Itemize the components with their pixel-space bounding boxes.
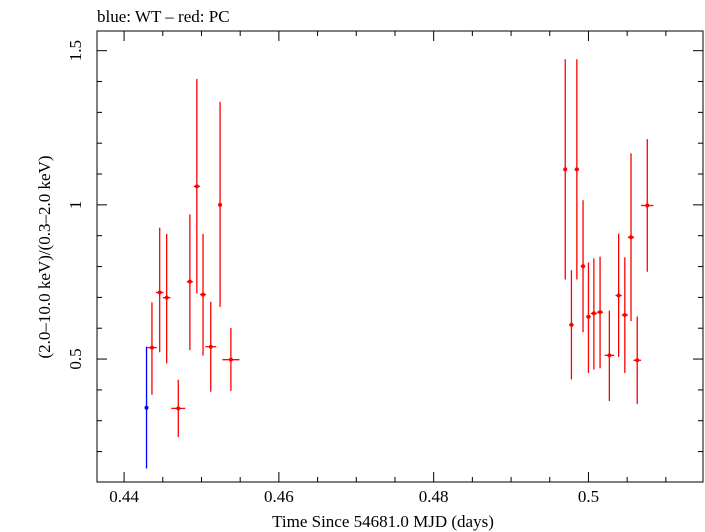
data-point [627,153,635,322]
data-point [586,262,591,373]
data-point [199,233,207,356]
data-point [218,101,223,307]
point-marker [635,358,640,363]
point-marker [598,310,603,315]
data-point [186,214,193,351]
point-marker [176,406,181,411]
plot-frame [96,30,704,483]
data-point [604,310,614,401]
point-marker [645,203,650,208]
data-point [621,257,628,373]
point-marker [616,293,621,298]
data-point [193,79,200,294]
point-marker [187,279,192,284]
data-point [569,270,574,380]
point-marker [228,357,233,362]
point-marker [201,292,206,297]
chart-title: blue: WT – red: PC [97,7,230,26]
data-point [563,59,568,280]
data-point [596,256,604,369]
data-point [155,227,164,353]
data-point [641,139,654,272]
series-wt [144,346,149,469]
series-pc [147,59,654,438]
data-point [615,233,622,357]
point-marker [208,344,213,349]
y-tick-label: 1.5 [66,40,85,61]
data-point [147,302,157,395]
data-point [580,200,586,333]
data-point [205,301,217,392]
data-point [574,59,580,280]
point-marker [569,322,574,327]
point-marker [607,353,612,358]
data-point [590,258,597,370]
y-axis-label: (2.0–10.0 keV)/(0.3–2.0 keV) [35,155,54,358]
data-point [222,327,240,391]
data-point [144,346,149,469]
point-marker [144,405,149,410]
point-marker [149,345,154,350]
data-point [633,316,642,405]
point-marker [194,184,199,189]
point-marker [586,314,591,319]
point-marker [157,290,162,295]
point-marker [591,311,596,316]
data-point [171,379,186,438]
y-tick-label: 1 [66,201,85,210]
point-marker [218,202,223,207]
y-tick-label: 0.5 [66,348,85,369]
x-tick-label: 0.5 [578,487,599,506]
data-points [144,59,654,469]
data-point [162,233,171,364]
x-tick-label: 0.48 [419,487,449,506]
point-marker [563,167,568,172]
x-tick-label: 0.44 [109,487,139,506]
point-marker [574,167,579,172]
x-axis-label: Time Since 54681.0 MJD (days) [272,512,494,531]
point-marker [581,264,586,269]
point-marker [164,295,169,300]
axis-ticks [97,31,703,482]
axis-tick-labels: 0.44 0.46 0.48 0.5 0.5 1 1.5 [66,40,599,506]
x-tick-label: 0.46 [264,487,294,506]
point-marker [622,312,627,317]
point-marker [629,235,634,240]
